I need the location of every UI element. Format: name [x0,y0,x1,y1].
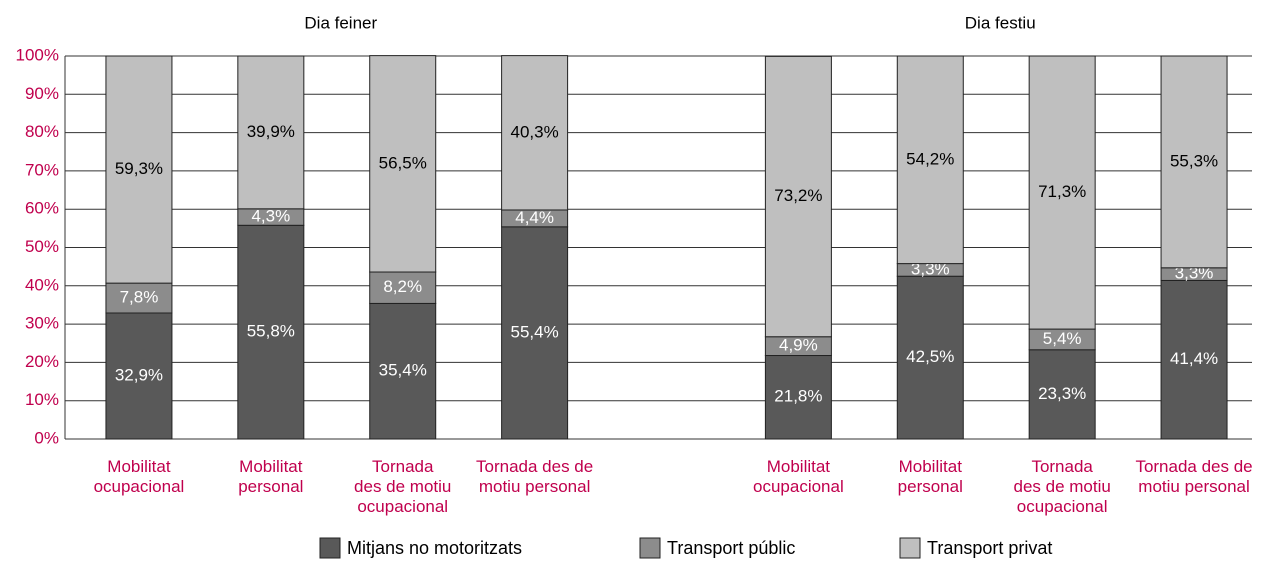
data-label: 55,3% [1170,151,1218,170]
bar-segment [764,55,832,338]
bar-segment [1160,279,1228,440]
data-label: 23,3% [1038,384,1086,403]
data-label: 3,3% [911,259,950,278]
x-tick-label: Tornada des de motiu ocupacional [1013,457,1111,516]
data-label: 4,9% [779,336,818,355]
data-label: 39,9% [247,122,295,141]
y-tick-label: 80% [25,122,59,141]
data-label: 4,4% [515,208,554,227]
x-tick-label: Tornada des de motiu ocupacional [354,457,452,516]
data-label: 35,4% [379,361,427,380]
data-label: 40,3% [511,122,559,141]
data-label: 73,2% [774,186,822,205]
data-label: 41,4% [1170,349,1218,368]
bar-segment [764,355,832,440]
data-label: 3,3% [1175,264,1214,283]
bar-segment [237,55,305,210]
y-tick-label: 40% [25,275,59,294]
bar-segment [501,55,569,211]
data-label: 56,5% [379,153,427,172]
data-label: 71,3% [1038,182,1086,201]
bar-segment [237,224,305,440]
data-label: 7,8% [120,288,159,307]
bar-segment [1160,55,1228,269]
bar-segment [105,282,173,314]
y-tick-label: 70% [25,160,59,179]
x-tick-label: Mobilitat ocupacional [93,457,185,496]
bar-segment [501,226,569,440]
data-label: 32,9% [115,365,163,384]
legend-label: Transport privat [927,538,1052,558]
y-tick-label: 0% [34,428,59,447]
data-label: 21,8% [774,387,822,406]
bar-segment [1028,349,1096,440]
y-tick-label: 100% [16,45,59,64]
y-tick-label: 30% [25,314,59,333]
y-tick-label: 60% [25,199,59,218]
bar-segment [105,55,173,284]
y-tick-label: 10% [25,390,59,409]
y-tick-label: 90% [25,84,59,103]
data-label: 54,2% [906,149,954,168]
x-tick-label: Mobilitat ocupacional [753,457,844,496]
bar-segment [896,55,964,265]
data-label: 5,4% [1043,329,1082,348]
bar-segment [1028,55,1096,330]
legend-swatch [639,537,661,559]
y-tick-label: 20% [25,352,59,371]
x-tick-label: Tornada des de motiu personal [1135,457,1253,496]
x-tick-label: Mobilitat personal [238,457,304,496]
group-title: Dia festiu [965,13,1036,32]
data-label: 55,8% [247,322,295,341]
bar-segment [105,312,173,440]
legend-swatch [899,537,921,559]
legend-label: Mitjans no motoritzats [347,538,522,558]
x-tick-label: Tornada des de motiu personal [476,457,594,496]
group-title: Dia feiner [304,13,377,32]
legend-swatch [319,537,341,559]
bar-segment [369,271,437,304]
bar-segment [369,302,437,440]
data-label: 42,5% [906,347,954,366]
y-tick-label: 50% [25,237,59,256]
bar-segment [369,55,437,273]
data-label: 8,2% [383,277,422,296]
data-label: 4,3% [251,207,290,226]
x-tick-label: Mobilitat personal [897,457,963,496]
data-label: 55,4% [511,322,559,341]
legend-label: Transport públic [667,538,795,558]
data-label: 59,3% [115,159,163,178]
